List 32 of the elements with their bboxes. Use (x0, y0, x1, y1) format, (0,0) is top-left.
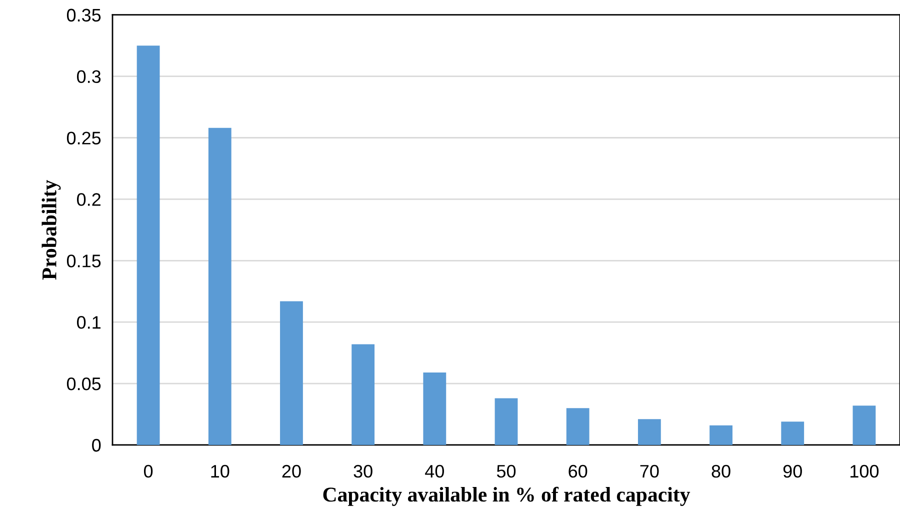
y-tick-label: 0.35 (66, 8, 101, 22)
y-tick-label: 0.1 (76, 316, 101, 329)
bar (638, 419, 661, 445)
x-tick-label: 40 (425, 464, 444, 478)
bar (280, 301, 303, 445)
x-tick-label: 60 (568, 464, 588, 478)
bar (710, 425, 732, 445)
x-tick-label: 100 (850, 464, 879, 478)
x-tick-label: 70 (640, 464, 659, 478)
x-tick-label: 90 (783, 464, 802, 478)
bar (352, 344, 375, 445)
x-tick-label: 80 (712, 464, 730, 478)
x-tick-label: 30 (354, 464, 372, 478)
bar (852, 406, 876, 445)
bar (423, 372, 446, 445)
x-tick-label: 20 (282, 464, 301, 478)
y-tick-label: 0.3 (76, 70, 101, 84)
y-tick-label: 0.05 (66, 377, 101, 390)
x-axis-title: Capacity available in % of rated capacity (323, 486, 690, 506)
bar (494, 398, 518, 445)
bar (208, 128, 232, 445)
y-tick-label: 0 (92, 438, 101, 452)
y-tick-label: 0.15 (66, 254, 101, 268)
bar (781, 422, 804, 445)
x-tick-label: 0 (144, 464, 153, 478)
y-tick-label: 0.25 (66, 132, 101, 144)
y-tick-label: 0.2 (76, 193, 100, 206)
x-tick-label: 50 (496, 464, 516, 478)
bar (566, 408, 590, 445)
bar (136, 46, 160, 445)
y-axis-title: Probability (42, 180, 61, 280)
x-tick-label: 10 (211, 464, 230, 478)
